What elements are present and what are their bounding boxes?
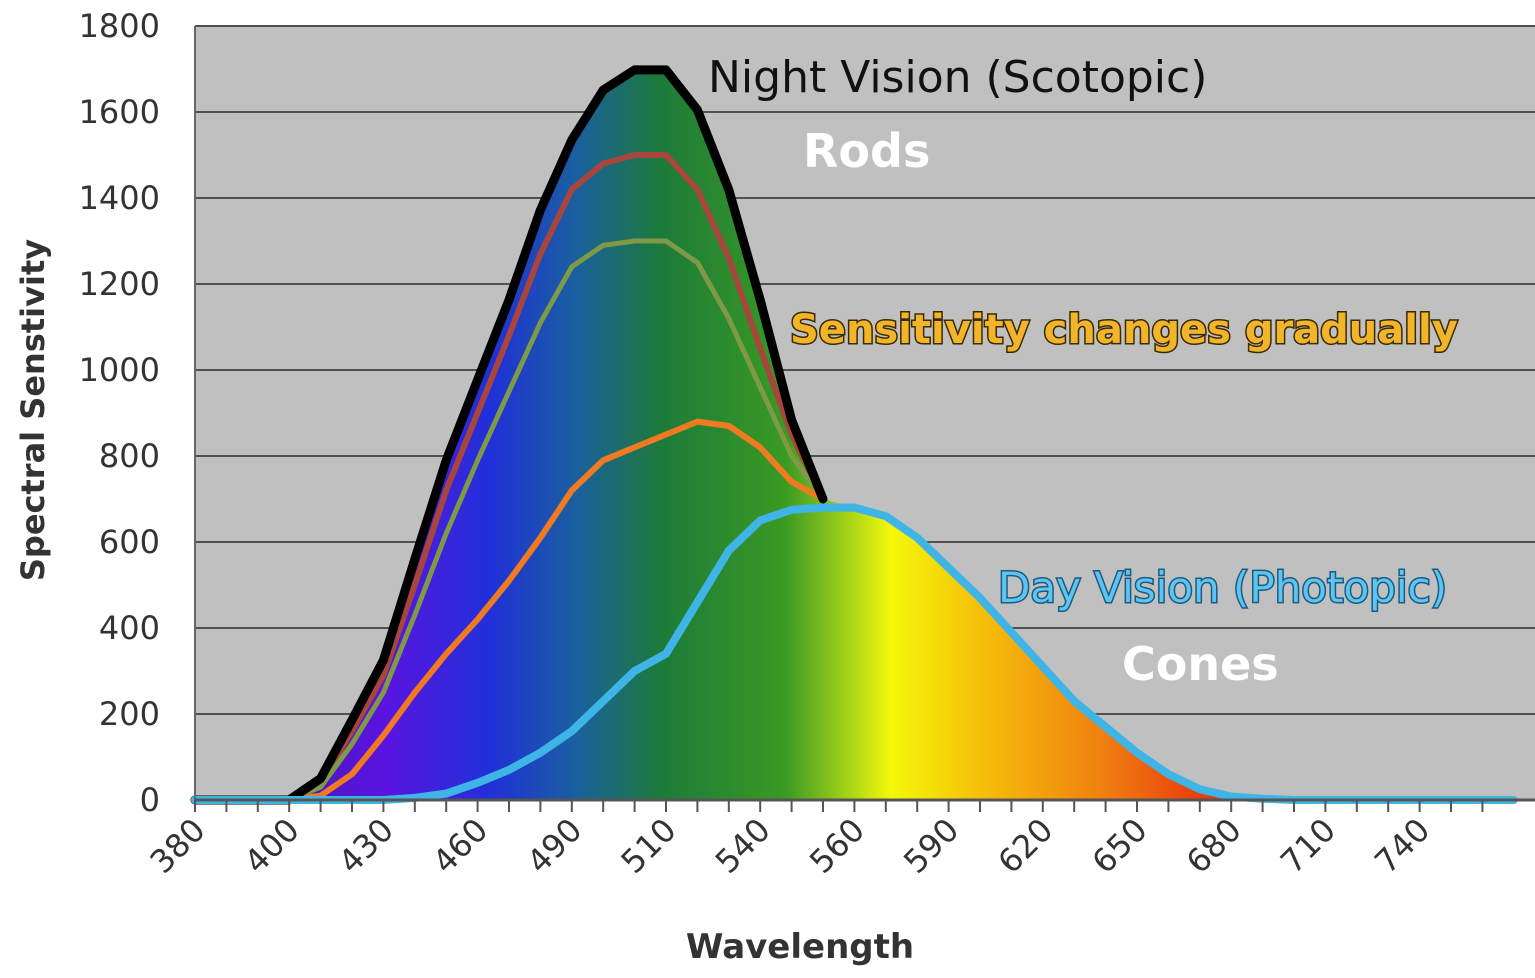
x-tick-label: 460 <box>425 811 495 881</box>
x-axis-title: Wavelength <box>686 927 914 967</box>
x-tick-label: 430 <box>331 811 401 881</box>
y-tick-label: 600 <box>99 523 160 561</box>
y-tick-label: 1600 <box>79 93 160 131</box>
x-tick-label: 560 <box>802 811 872 881</box>
x-tick-label: 510 <box>614 811 684 881</box>
y-tick-label: 1800 <box>79 7 160 45</box>
annotation: Sensitivity changes gradually <box>790 307 1458 353</box>
series-line <box>190 65 828 805</box>
y-tick-label: 1000 <box>79 351 160 389</box>
x-tick-label: 680 <box>1179 811 1249 881</box>
x-tick-label: 650 <box>1085 811 1155 881</box>
y-tick-label: 1400 <box>79 179 160 217</box>
x-tick-label: 400 <box>237 811 307 881</box>
y-tick-label: 400 <box>99 609 160 647</box>
y-tick-label: 1200 <box>79 265 160 303</box>
annotation: Cones <box>1122 637 1279 691</box>
annotation: Rods <box>803 124 930 178</box>
y-tick-label: 200 <box>99 695 160 733</box>
x-tick-label: 380 <box>143 811 213 881</box>
x-tick-label: 590 <box>896 811 966 881</box>
x-tick-label: 490 <box>519 811 589 881</box>
annotation: Night Vision (Scotopic) <box>708 52 1207 103</box>
y-tick-label: 0 <box>140 781 160 819</box>
spectrum-fill <box>195 69 1483 801</box>
x-tick-label: 740 <box>1367 811 1437 881</box>
x-tick-label: 620 <box>990 811 1060 881</box>
annotation: Day Vision (Photopic) <box>998 563 1447 612</box>
y-axis-title: Spectral Senstivity <box>14 239 52 581</box>
x-tick-label: 540 <box>708 811 778 881</box>
y-tick-label: 800 <box>99 437 160 475</box>
x-tick-label: 710 <box>1273 811 1343 881</box>
